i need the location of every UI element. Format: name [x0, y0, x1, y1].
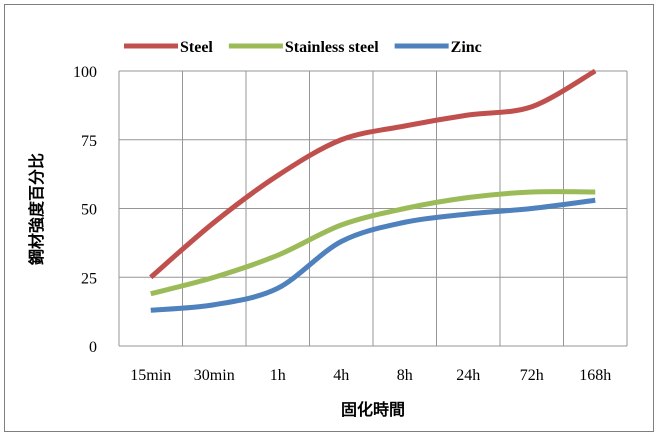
y-axis-title: 鋼材強度百分比 — [27, 153, 46, 266]
x-tick-label: 1h — [270, 367, 286, 384]
y-tick-label: 0 — [89, 339, 97, 356]
series-line-0 — [149, 68, 597, 280]
x-tick-label: 15min — [130, 367, 171, 384]
y-tick-label: 75 — [81, 133, 97, 150]
legend-label: Zinc — [451, 39, 482, 56]
legend: Steel Stainless steel Zinc — [124, 39, 482, 56]
grid-lines — [118, 70, 628, 347]
chart-frame — [4, 4, 654, 432]
series-line-1 — [150, 189, 596, 297]
x-tick-labels: 15min 30min 1h 4h 8h 24h 72h 168h — [130, 367, 611, 384]
x-tick-label: 8h — [397, 367, 413, 384]
y-tick-label: 100 — [73, 64, 97, 81]
y-tick-labels: 0 25 50 75 100 — [73, 64, 97, 356]
y-tick-label: 25 — [81, 270, 97, 287]
series-line-2 — [150, 197, 596, 313]
x-tick-label: 24h — [456, 367, 480, 384]
legend-label: Stainless steel — [285, 39, 379, 56]
series-lines — [149, 68, 597, 313]
legend-label: Steel — [180, 39, 213, 56]
x-tick-label: 4h — [333, 367, 349, 384]
x-tick-label: 30min — [194, 367, 235, 384]
x-tick-label: 168h — [579, 367, 611, 384]
x-tick-label: 72h — [520, 367, 544, 384]
y-tick-label: 50 — [81, 202, 97, 219]
x-axis-title: 固化時間 — [341, 400, 405, 419]
